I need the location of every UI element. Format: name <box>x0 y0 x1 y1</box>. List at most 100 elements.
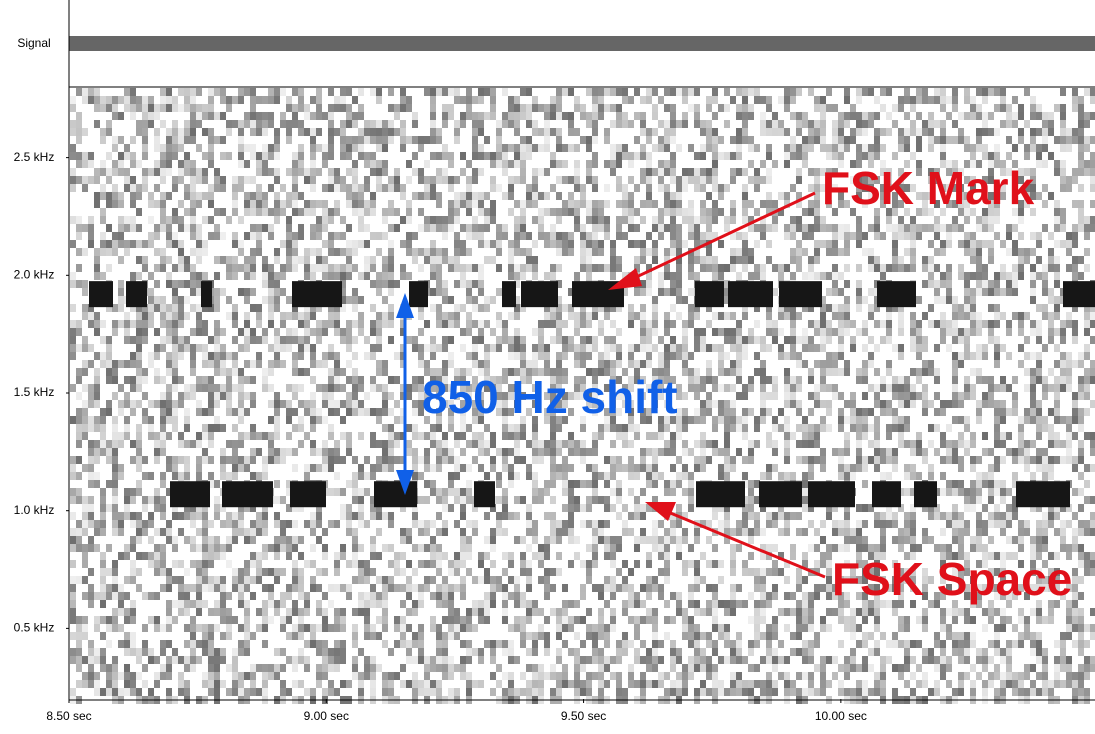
noise-cell <box>190 584 196 592</box>
noise-cell <box>316 640 322 648</box>
noise-cell <box>430 192 436 200</box>
noise-cell <box>580 232 586 240</box>
noise-cell <box>760 472 766 480</box>
noise-cell <box>250 424 256 432</box>
noise-cell <box>286 632 292 640</box>
noise-cell <box>160 496 166 504</box>
noise-cell <box>562 664 568 672</box>
noise-cell <box>580 616 586 624</box>
noise-cell <box>388 200 394 208</box>
noise-cell <box>70 96 76 104</box>
noise-cell <box>466 160 472 168</box>
noise-cell <box>142 96 148 104</box>
noise-cell <box>526 120 532 128</box>
noise-cell <box>346 320 352 328</box>
noise-cell <box>592 232 598 240</box>
noise-cell <box>454 232 460 240</box>
noise-cell <box>328 248 334 256</box>
noise-cell <box>520 552 526 560</box>
noise-cell <box>766 96 772 104</box>
noise-cell <box>238 408 244 416</box>
noise-cell <box>460 488 466 496</box>
noise-cell <box>700 464 706 472</box>
noise-cell <box>130 408 136 416</box>
noise-cell <box>418 144 424 152</box>
noise-cell <box>316 168 322 176</box>
noise-cell <box>520 592 526 600</box>
noise-cell <box>700 664 706 672</box>
noise-cell <box>622 112 628 120</box>
noise-cell <box>376 160 382 168</box>
noise-cell <box>514 624 520 632</box>
noise-cell <box>100 240 106 248</box>
noise-cell <box>490 184 496 192</box>
noise-cell <box>352 144 358 152</box>
noise-cell <box>490 256 496 264</box>
noise-cell <box>760 264 766 272</box>
noise-cell <box>454 280 460 288</box>
noise-cell <box>184 416 190 424</box>
noise-cell <box>676 392 682 400</box>
noise-cell <box>568 616 574 624</box>
noise-cell <box>412 544 418 552</box>
noise-cell <box>550 472 556 480</box>
noise-cell <box>196 312 202 320</box>
noise-cell <box>568 528 574 536</box>
noise-cell <box>514 296 520 304</box>
noise-cell <box>418 624 424 632</box>
noise-cell <box>286 264 292 272</box>
noise-cell <box>526 184 532 192</box>
noise-cell <box>676 192 682 200</box>
noise-cell <box>334 328 340 336</box>
noise-cell <box>190 200 196 208</box>
noise-cell <box>256 232 262 240</box>
noise-cell <box>244 320 250 328</box>
noise-cell <box>184 408 190 416</box>
noise-cell <box>232 192 238 200</box>
noise-cell <box>304 168 310 176</box>
noise-cell <box>592 648 598 656</box>
noise-cell <box>316 248 322 256</box>
noise-cell <box>622 600 628 608</box>
noise-cell <box>364 600 370 608</box>
noise-cell <box>70 632 76 640</box>
noise-cell <box>334 96 340 104</box>
noise-cell <box>574 504 580 512</box>
noise-cell <box>136 464 142 472</box>
noise-cell <box>328 152 334 160</box>
noise-cell <box>652 480 658 488</box>
noise-cell <box>772 336 778 344</box>
noise-cell <box>346 248 352 256</box>
noise-cell <box>352 160 358 168</box>
noise-cell <box>352 512 358 520</box>
noise-cell <box>436 304 442 312</box>
noise-cell <box>364 520 370 528</box>
noise-cell <box>430 688 436 696</box>
noise-cell <box>514 160 520 168</box>
noise-cell <box>628 160 634 168</box>
noise-cell <box>556 112 562 120</box>
noise-cell <box>250 192 256 200</box>
noise-cell <box>136 384 142 392</box>
noise-cell <box>220 368 226 376</box>
noise-cell <box>358 328 364 336</box>
noise-cell <box>88 600 94 608</box>
noise-cell <box>310 408 316 416</box>
noise-cell <box>292 384 298 392</box>
noise-cell <box>670 640 676 648</box>
noise-cell <box>112 656 118 664</box>
noise-cell <box>358 112 364 120</box>
noise-cell <box>664 536 670 544</box>
noise-cell <box>118 152 124 160</box>
noise-cell <box>406 656 412 664</box>
noise-cell <box>448 184 454 192</box>
noise-cell <box>250 552 256 560</box>
noise-cell <box>94 248 100 256</box>
noise-cell <box>136 424 142 432</box>
noise-cell <box>748 336 754 344</box>
noise-cell <box>202 216 208 224</box>
noise-cell <box>394 552 400 560</box>
noise-cell <box>394 624 400 632</box>
noise-cell <box>382 456 388 464</box>
noise-cell <box>682 680 688 688</box>
